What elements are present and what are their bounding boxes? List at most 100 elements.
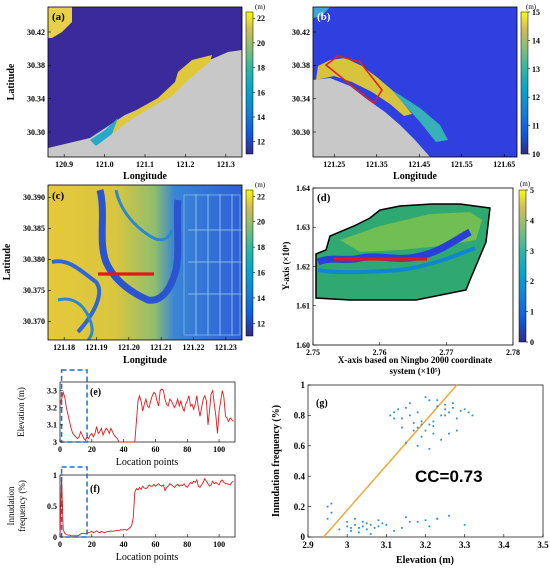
panel-b-study-area — [324, 55, 383, 105]
x-tick-label: 121.23 — [215, 343, 237, 352]
y-tick-label: 30.42 — [292, 28, 310, 37]
scatter-point — [440, 438, 443, 441]
x-tick-label: 3.1 — [381, 540, 393, 550]
y-tick-label: 30.30 — [27, 128, 45, 137]
scatter-point — [440, 414, 443, 417]
scatter-point — [463, 523, 466, 526]
panel-d-ylabel: Y-axis (×10⁶) — [281, 242, 291, 291]
scatter-point — [432, 420, 435, 423]
scatter-point — [358, 526, 360, 529]
panel-f-frame — [59, 474, 236, 538]
panel-b-xlabel: Longitude — [393, 171, 437, 182]
scatter-point — [455, 429, 458, 432]
x-tick-label: 120.9 — [55, 160, 73, 169]
scatter-point — [432, 432, 435, 435]
scatter-point — [350, 526, 352, 529]
scatter-point — [385, 523, 388, 526]
colorbar-tick-label: 14 — [257, 294, 265, 303]
x-tick-label: 121.3 — [217, 160, 235, 169]
panel-c-frame — [47, 184, 243, 341]
panel-g-label: (g) — [316, 398, 328, 409]
y-tick-label: 0.4 — [294, 471, 306, 481]
scatter-point — [452, 406, 454, 409]
panel-b-label: (b) — [317, 11, 331, 23]
x-tick-label: 121.22 — [183, 343, 205, 352]
colorbar-tick-label: 15 — [532, 8, 540, 17]
panel-a-axes: 120.9 121.0 121.1 121.2 121.3 30.42 30.38 30.34… — [27, 28, 235, 169]
y-tick-label: 30.38 — [27, 61, 45, 70]
scatter-point — [420, 420, 423, 423]
scatter-point — [377, 525, 380, 528]
x-tick-label: 121.18 — [53, 343, 75, 352]
y-tick-label: 1 — [53, 471, 57, 480]
panel-e-axes: 0 20 40 60 80 100 3 3.1 3.2 3.3 — [47, 386, 225, 454]
scatter-point — [401, 526, 403, 529]
y-tick-label: 0.6 — [294, 441, 306, 451]
scatter-point — [405, 516, 407, 519]
scatter-point — [428, 399, 431, 402]
panel-e-label: (e) — [90, 387, 101, 398]
scatter-point — [369, 533, 372, 535]
colorbar-tick-label: 12 — [257, 319, 265, 328]
scatter-point — [424, 519, 427, 522]
panel-g-points — [326, 396, 474, 535]
y-tick-label: 1.63 — [296, 223, 310, 232]
panel-e-ylabel-line1: Elevation (m) — [16, 387, 26, 437]
scatter-point — [416, 411, 419, 414]
scatter-point — [361, 520, 364, 523]
scatter-point — [346, 520, 349, 523]
y-tick-label: 1.61 — [296, 302, 310, 311]
panel-c-xlabel: Longitude — [123, 355, 167, 366]
panel-d-axes: 2.75 2.76 2.77 2.78 1.64 1.63 1.62 1.61 1.60 — [296, 184, 520, 357]
panel-g: 2.9 3 3.1 3.2 3.3 3.4 3.5 0 0.2 0.4 0.6 0.8 1 (g) CC… — [271, 380, 549, 566]
panel-a-colorbar-unit: (m) — [255, 3, 266, 11]
x-tick-label: 80 — [183, 540, 191, 549]
colorbar-tick-label: 22 — [257, 192, 265, 201]
colorbar-tick-label: 18 — [257, 243, 265, 252]
panel-b-frame — [312, 6, 518, 158]
x-tick-label: 60 — [151, 445, 159, 454]
colorbar-tick-label: 16 — [257, 269, 265, 278]
scatter-point — [436, 399, 439, 402]
scatter-point — [432, 425, 435, 427]
scatter-point — [377, 519, 380, 522]
scatter-point — [416, 426, 419, 429]
scatter-point — [459, 409, 462, 412]
panel-a-tidal-flat — [100, 55, 212, 138]
panel-b: 121.25 121.35 121.45 121.55 121.65 30.42 30.38… — [292, 3, 540, 182]
scatter-point — [393, 417, 396, 420]
scatter-point — [420, 423, 423, 426]
panel-b-axes: 121.25 121.35 121.45 121.55 121.65 30.42 30.38… — [292, 28, 515, 169]
y-tick-label: 0.2 — [294, 502, 306, 512]
y-tick-label: 1.60 — [296, 341, 310, 350]
scatter-point — [405, 441, 407, 444]
panel-c-colorbar-ticks: 22 20 18 16 14 12 — [253, 192, 265, 328]
x-tick-label: 3.4 — [498, 540, 510, 550]
scatter-point — [330, 511, 333, 514]
scatter-point — [412, 422, 415, 424]
y-tick-label: 3 — [53, 438, 57, 447]
colorbar-tick-label: 18 — [257, 64, 265, 73]
panel-f: 0 20 40 60 80 100 0 0.5 1 (f) Location points In… — [6, 466, 236, 563]
panel-b-tidal-flat — [316, 58, 412, 116]
colorbar-tick-label: 16 — [257, 88, 265, 97]
panel-g-xlabel: Elevation (m) — [396, 555, 454, 566]
scatter-point — [444, 408, 446, 411]
scatter-point — [346, 525, 349, 528]
scatter-point — [354, 517, 356, 520]
panel-b-island-top — [313, 7, 330, 18]
x-tick-label: 100 — [213, 445, 225, 454]
panel-c: 121.18 121.19 121.20 121.21 121.22 121.23 30.3… — [2, 181, 266, 366]
panel-d-colorbar-ticks: 5 4 3 2 1 0 — [526, 186, 534, 347]
x-tick-label: 3.2 — [420, 540, 432, 550]
scatter-point — [416, 444, 419, 447]
scatter-point — [420, 435, 423, 438]
x-tick-label: 3.5 — [537, 540, 549, 550]
x-tick-label: 20 — [88, 540, 96, 549]
scatter-point — [408, 402, 411, 405]
x-tick-label: 0 — [58, 540, 62, 549]
scatter-point — [381, 522, 384, 525]
y-tick-label: 3.2 — [47, 404, 57, 413]
scatter-point — [408, 414, 411, 417]
y-tick-label: 30.385 — [23, 224, 45, 233]
